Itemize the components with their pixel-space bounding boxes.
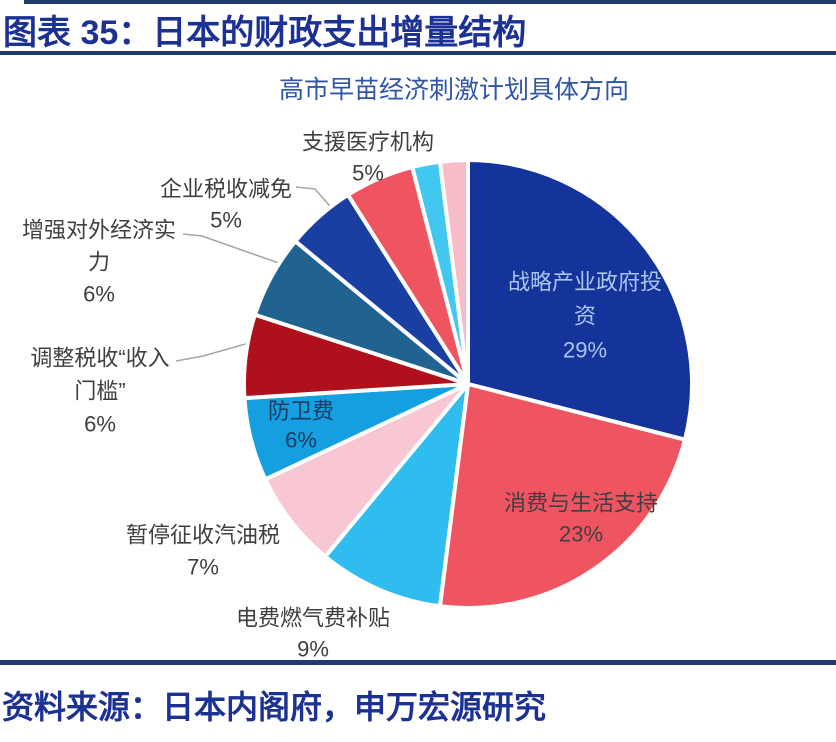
pie-label-2-line-1: 9% [297,637,329,662]
footer-divider [0,660,836,665]
pie-slice-0 [466,158,694,442]
chart-title: 高市早苗经济刺激计划具体方向 [279,76,629,104]
pie-label-3-line-0: 暂停征收汽油税 [126,523,280,548]
pie-label-8-line-0: 支援医疗机构 [302,130,434,155]
pie-label-3-line-1: 7% [187,555,219,580]
header-divider [0,51,836,55]
pie-label-4-line-1: 6% [285,428,317,453]
pie-label-8-line-1: 5% [352,161,384,186]
pie-label-4-line-0: 防卫费 [268,399,334,424]
pie-label-0-line-0: 战略产业政府投 [508,270,662,295]
pie-label-7-line-0: 企业税收减免 [160,177,292,202]
top-border-bar [24,0,836,4]
pie-label-7-line-1: 5% [210,208,242,233]
pie-label-1-line-1: 23% [559,522,603,547]
pie-label-0-line-2: 29% [563,338,607,363]
pie-label-6-line-1: 力 [88,250,110,275]
pie-label-0-line-1: 资 [574,304,596,329]
leader-line-1 [182,233,291,268]
leader-line-2 [175,340,257,362]
pie-label-1-line-0: 消费与生活支持 [504,491,658,516]
source-note: 资料来源：日本内阁府，申万宏源研究 [2,689,547,725]
pie-slice-2 [323,382,470,609]
leader-lines [175,186,335,362]
pie-slice-10 [437,158,470,386]
pie-slices [242,158,694,610]
pie-label-5-line-0: 调整税收“收入 [30,346,169,371]
pie-label-6-line-0: 增强对外经济实 [22,218,176,243]
pie-slice-1 [437,382,687,610]
pie-label-5-line-2: 6% [84,412,116,437]
pie-label-6-line-2: 6% [83,282,115,307]
pie-label-5-line-1: 门槛” [74,379,125,404]
figure-title: 图表 35：日本的财政支出增量结构 [3,14,527,52]
pie-label-2-line-0: 电费燃气费补贴 [236,606,390,631]
leader-line-0 [295,186,335,212]
